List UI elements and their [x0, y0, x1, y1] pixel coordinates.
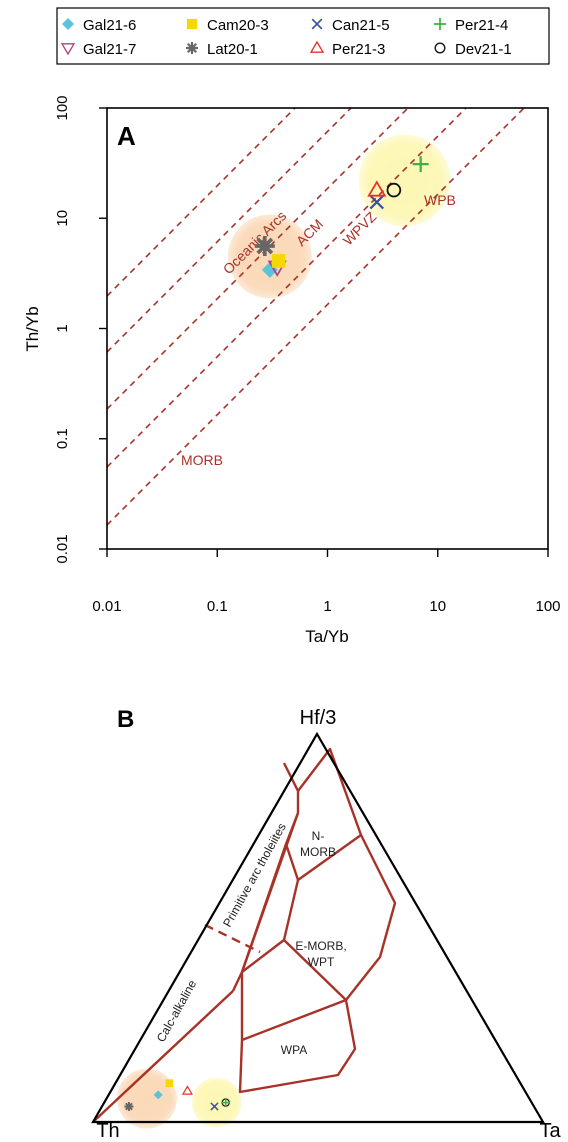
y-tick-label: 0.1	[54, 428, 71, 449]
data-point-per21-4	[221, 1098, 231, 1108]
data-point-lat20-1	[124, 1101, 134, 1111]
legend-marker	[186, 18, 198, 30]
data-point-cam20-3	[271, 254, 286, 268]
legend-marker	[434, 42, 446, 54]
ternary-field-boundaries	[92, 747, 397, 1123]
boundary-wpa	[238, 843, 357, 1094]
panel-b: B Hf/3 Th Ta N-MORB E-MORB, WPT WPA Primi…	[91, 706, 561, 1142]
x-tick-label: 0.01	[92, 598, 121, 615]
data-point-can21-5	[369, 194, 384, 210]
legend-marker	[60, 43, 76, 56]
panel-a-frame	[106, 107, 549, 550]
data-point-can21-5	[210, 1102, 219, 1111]
legend-label: Gal21-6	[83, 17, 136, 34]
data-point-per21-4	[412, 156, 429, 173]
panel-a-label: A	[117, 121, 136, 151]
ternary-triangle	[91, 731, 545, 1124]
apex-label-left: Th	[96, 1120, 119, 1142]
legend-label: Per21-3	[332, 41, 385, 58]
x-tick-label: 100	[535, 598, 560, 615]
highlight-zone	[358, 134, 451, 227]
legend-label: Gal21-7	[83, 41, 136, 58]
data-point-per21-3	[181, 1085, 193, 1095]
legend-label: Dev21-1	[455, 41, 512, 58]
legend-entry: Lat20-1	[186, 41, 258, 58]
legend-marker	[62, 18, 74, 30]
field-label-wpa: WPA	[281, 1043, 307, 1057]
legend-entry: Dev21-1	[434, 41, 512, 58]
legend-marker	[309, 40, 325, 53]
legend-frame	[56, 7, 550, 65]
highlight-zone	[191, 1077, 242, 1128]
guide-line	[107, 108, 526, 526]
boundary-primitive-arc-dashed	[204, 923, 261, 954]
legend-entry: Per21-4	[434, 17, 508, 34]
boundary-e-morb	[241, 834, 397, 1042]
field-label-e-morb-wpt: E-MORB, WPT	[295, 939, 346, 969]
legend: Gal21-6 Cam20-3 Can21-5 Per21-4 Gal21-7 Lat20…	[56, 7, 550, 65]
y-tick-label: 10	[54, 210, 71, 227]
field-label-wpb: WPB	[424, 192, 456, 208]
guide-line	[107, 108, 468, 468]
legend-label: Can21-5	[332, 17, 390, 34]
legend-label: Cam20-3	[207, 17, 269, 34]
data-point-cam20-3	[165, 1079, 174, 1088]
field-label-primitive-arc-tholeiites: Primitive arc tholeiites	[220, 821, 289, 930]
data-point-dev21-1	[386, 182, 402, 198]
legend-entry: Per21-3	[309, 40, 385, 58]
data-point-lat20-1	[254, 236, 275, 257]
legend-marker	[186, 42, 198, 54]
data-point-gal21-6	[153, 1090, 163, 1100]
boundary-calc-alkaline-lower	[92, 990, 234, 1123]
field-label-morb: MORB	[181, 452, 223, 468]
field-label-calc-alkaline: Calc-alkaline	[154, 977, 200, 1044]
x-tick-label: 0.1	[207, 598, 228, 615]
y-tick-label: 1	[54, 324, 71, 332]
y-axis-label: Th/Yb	[23, 306, 42, 351]
apex-label-top: Hf/3	[300, 707, 337, 729]
legend-entry: Cam20-3	[186, 17, 269, 34]
highlight-zone	[227, 214, 312, 299]
y-tick-label: 0.01	[54, 534, 71, 563]
boundary-arc-right	[240, 812, 300, 973]
y-tick-label: 100	[54, 95, 71, 120]
legend-label: Lat20-1	[207, 41, 258, 58]
data-point-per21-3	[367, 180, 387, 197]
x-tick-label: 1	[323, 598, 331, 615]
boundary-n-morb	[297, 747, 363, 881]
legend-marker	[434, 18, 446, 30]
legend-label: Per21-4	[455, 17, 508, 34]
apex-label-right: Ta	[539, 1120, 561, 1142]
legend-entry: Gal21-6	[62, 17, 136, 34]
panel-a: A 0.01 0.1 1 10 100 0.01 0.1 1 10 100 Ta/Yb Th/Yb…	[23, 95, 561, 646]
boundary-e-morb-lower	[241, 939, 285, 973]
x-axis-label: Ta/Yb	[305, 627, 348, 646]
legend-entry: Gal21-7	[60, 41, 136, 58]
field-label-n-morb: N-MORB	[300, 829, 336, 859]
highlight-zone	[116, 1068, 177, 1129]
legend-marker	[311, 18, 323, 30]
legend-entry: Can21-5	[311, 17, 390, 34]
x-tick-label: 10	[429, 598, 446, 615]
panel-b-label: B	[117, 706, 134, 733]
